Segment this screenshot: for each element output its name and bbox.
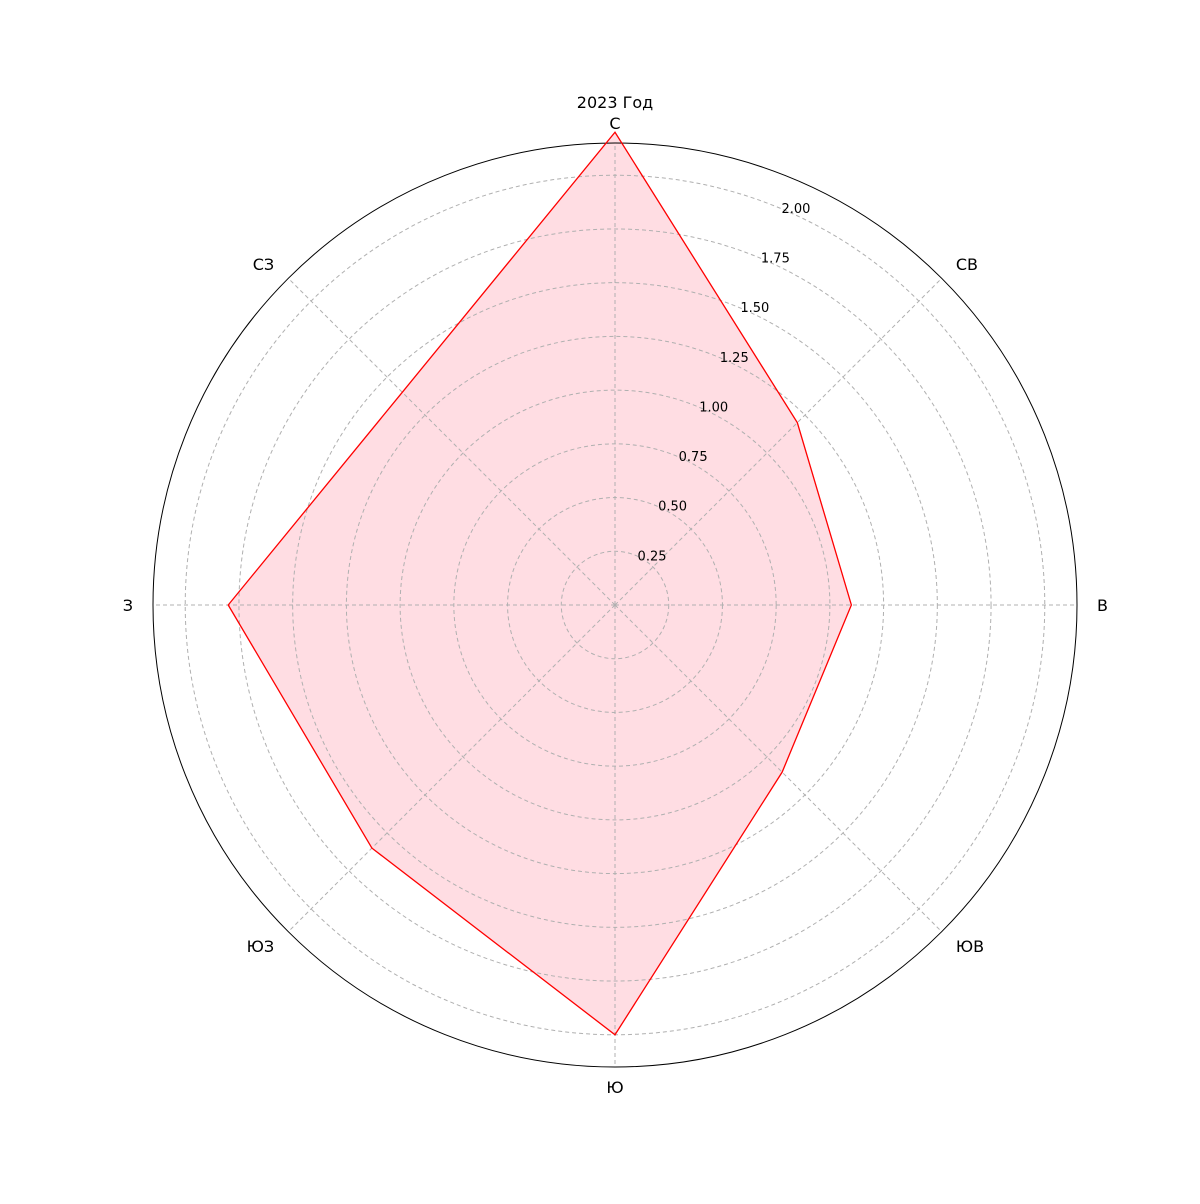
radial-tick-label: 1.50: [740, 301, 769, 316]
direction-label: Ю: [606, 1078, 623, 1097]
direction-label: З: [123, 596, 133, 615]
direction-label: СЗ: [253, 255, 274, 274]
radial-gridline: [399, 389, 831, 821]
direction-label: В: [1097, 596, 1108, 615]
direction-label: СВ: [956, 255, 978, 274]
direction-label: ЮВ: [956, 937, 984, 956]
chart-title: 2023 Год: [577, 93, 653, 112]
direction-label: ЮЗ: [247, 937, 275, 956]
radial-tick-label: 1.75: [761, 252, 790, 267]
direction-label: С: [609, 114, 620, 133]
radial-gridline: [238, 228, 992, 982]
radial-tick-label: 2.00: [781, 202, 810, 217]
radial-tick-label: 0.75: [679, 450, 708, 465]
radial-tick-label: 1.25: [720, 351, 749, 366]
radial-gridline: [560, 550, 670, 660]
radial-tick-label: 0.50: [658, 500, 687, 515]
polar-frame: [152, 142, 1078, 1068]
radial-tick-label: 1.00: [699, 400, 728, 415]
series-area: [228, 132, 852, 1035]
series-line: [227, 131, 853, 1036]
radial-tick-label: 0.25: [638, 549, 667, 564]
